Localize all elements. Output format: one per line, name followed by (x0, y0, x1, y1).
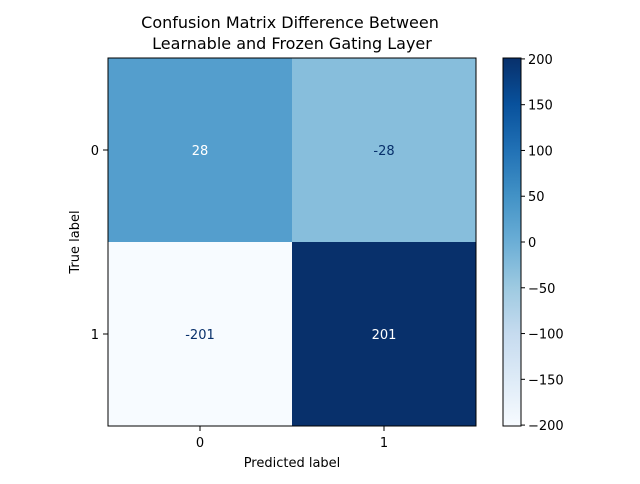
colorbar (502, 57, 522, 427)
heatmap-cell-1-0 (108, 242, 292, 426)
colorbar-tick-label-6: −100 (528, 328, 564, 343)
cell-value-label-1-1: 201 (372, 328, 397, 343)
y-tick-label-1: 1 (91, 328, 99, 343)
colorbar-tick-label-8: −200 (528, 419, 564, 434)
x-tick-label-1: 1 (380, 436, 388, 451)
y-axis-label: True label (68, 210, 83, 274)
x-axis-label: Predicted label (244, 456, 341, 471)
cell-value-label-0-1: -28 (373, 144, 394, 159)
heatmap-cell-1-1 (292, 242, 476, 426)
colorbar-tick-label-0: 200 (528, 53, 553, 68)
colorbar-tick-label-1: 150 (528, 99, 553, 114)
heatmap-cells: 28 -28 -201 201 (108, 58, 476, 426)
colorbar-tick-label-2: 100 (528, 144, 553, 159)
x-tick-label-0: 0 (196, 436, 204, 451)
axis-ticks: 0 1 0 1 (91, 144, 388, 451)
colorbar-tick-label-4: 0 (528, 236, 536, 251)
plot-frame (107, 57, 477, 427)
colorbar-tick-label-7: −150 (528, 373, 564, 388)
colorbar-tick-label-3: 50 (528, 190, 545, 205)
colorbar-tick-label-5: −50 (528, 282, 555, 297)
chart-title-line-2: Learnable and Frozen Gating Layer (152, 34, 432, 53)
chart-title-line-1: Confusion Matrix Difference Between (141, 13, 439, 32)
heatmap-cell-0-1 (292, 58, 476, 242)
heatmap-cell-0-0 (108, 58, 292, 242)
cell-value-label-0-0: 28 (192, 144, 209, 159)
colorbar-ticks: 200 150 100 50 0 −50 −100 −150 −200 (521, 53, 564, 434)
y-tick-label-0: 0 (91, 144, 99, 159)
cell-value-label-1-0: -201 (185, 328, 215, 343)
